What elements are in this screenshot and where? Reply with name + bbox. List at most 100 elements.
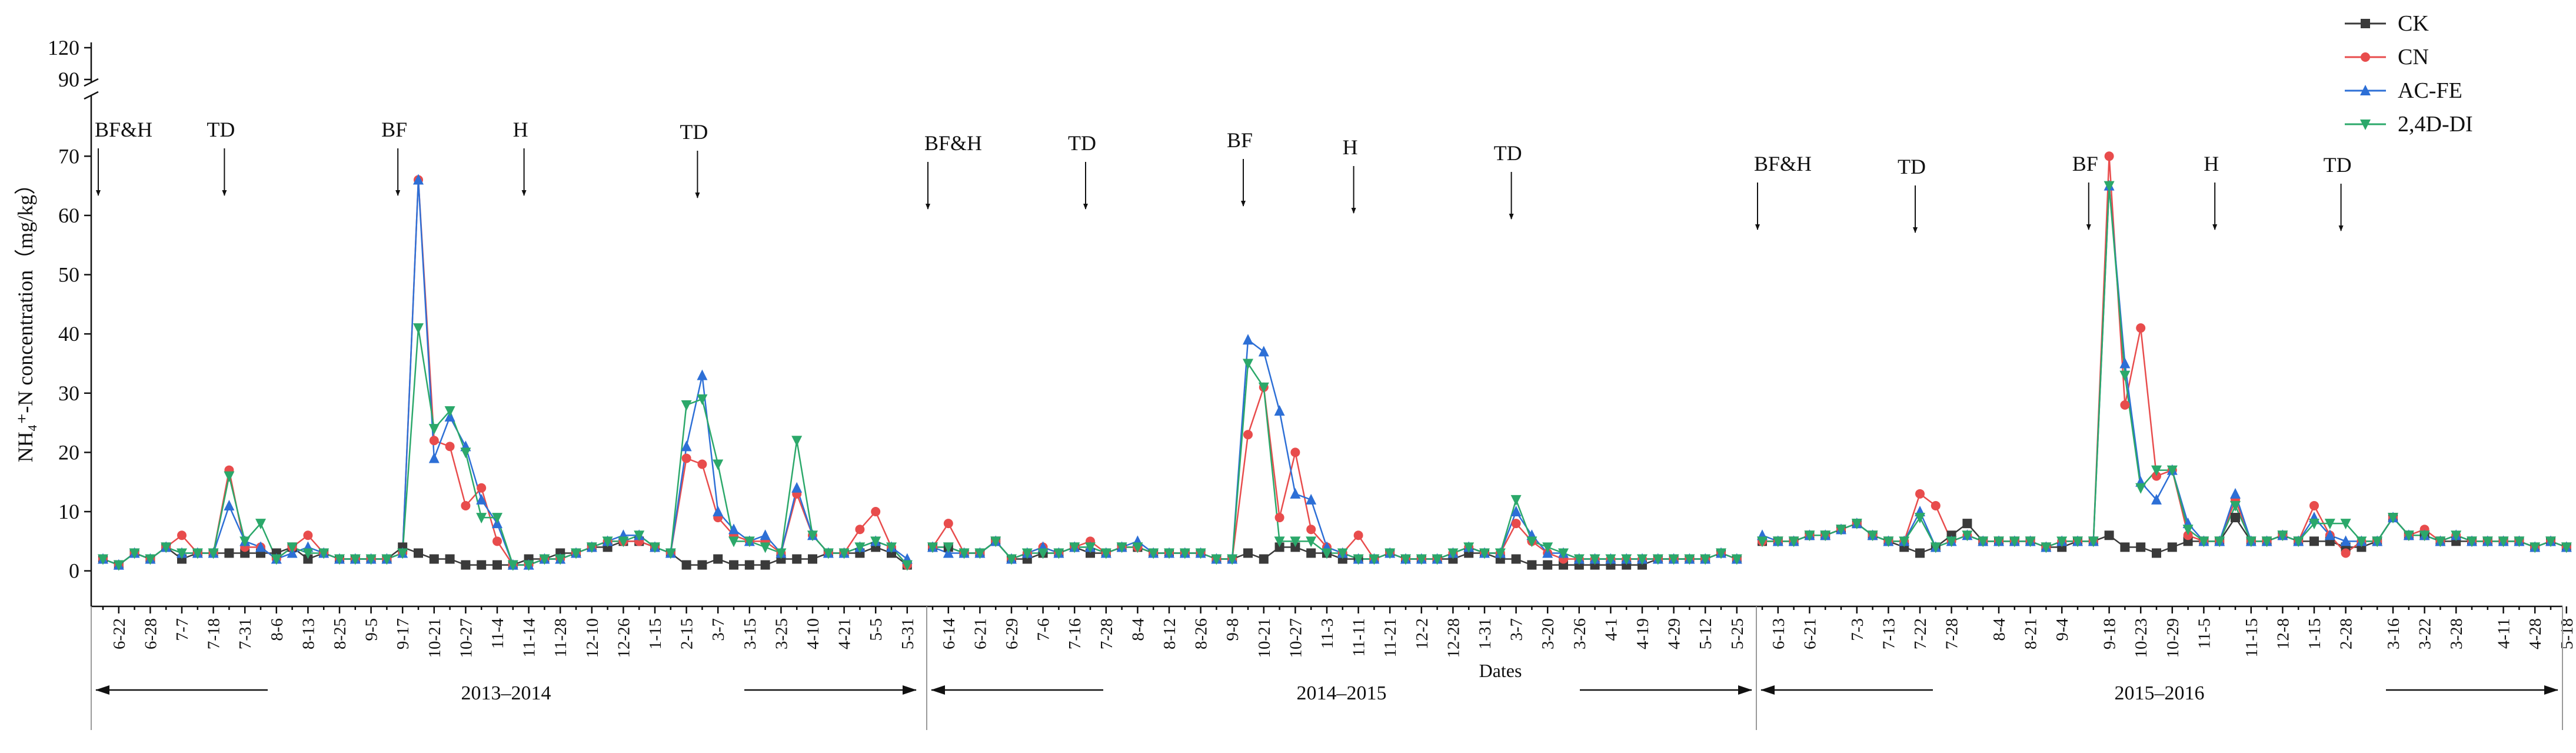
- marker: [1542, 542, 1553, 553]
- marker: [255, 519, 266, 530]
- x-tick-label: 7-3: [1848, 618, 1867, 641]
- marker: [2119, 370, 2131, 382]
- marker: [1684, 554, 1695, 565]
- marker: [2277, 530, 2288, 542]
- annotation: BF&H: [1754, 152, 1812, 175]
- marker: [808, 554, 817, 564]
- marker: [271, 554, 282, 565]
- marker: [397, 548, 408, 559]
- marker: [224, 499, 235, 510]
- marker: [681, 560, 691, 570]
- marker: [334, 554, 345, 565]
- marker: [1510, 495, 1522, 506]
- marker: [98, 554, 108, 565]
- marker: [539, 554, 550, 565]
- marker: [1668, 554, 1679, 565]
- marker: [461, 560, 471, 570]
- marker: [1211, 554, 1222, 565]
- x-tick-label: 7-6: [1034, 618, 1053, 641]
- x-tick-label: 3-7: [709, 618, 728, 641]
- marker: [2309, 500, 2319, 510]
- marker: [1479, 548, 1490, 559]
- marker: [2056, 536, 2068, 548]
- marker: [303, 554, 313, 564]
- marker: [2151, 465, 2162, 476]
- marker: [1930, 542, 1941, 553]
- marker: [224, 548, 234, 558]
- x-tick-label: 1-15: [646, 618, 665, 649]
- x-tick-label: 11-3: [1318, 618, 1337, 649]
- marker: [1306, 548, 1316, 558]
- marker: [1116, 542, 1127, 553]
- marker: [1432, 554, 1443, 565]
- x-tick-label: 7-31: [236, 618, 255, 649]
- marker: [2135, 483, 2146, 494]
- marker: [1978, 536, 1989, 548]
- marker: [2545, 536, 2556, 548]
- marker: [239, 536, 251, 548]
- marker: [429, 554, 439, 564]
- x-tick-label: 8-6: [268, 618, 287, 641]
- marker: [681, 440, 692, 452]
- marker: [476, 493, 487, 505]
- x-tick-label: 4-11: [2495, 618, 2514, 649]
- marker: [224, 471, 235, 482]
- x-tick-label: 10-21: [425, 618, 444, 658]
- marker: [2167, 542, 2177, 552]
- marker: [2214, 536, 2225, 548]
- x-tick-label: 4-29: [1665, 618, 1684, 649]
- marker: [413, 174, 424, 185]
- marker: [1258, 346, 1269, 357]
- marker: [2340, 535, 2351, 546]
- marker: [974, 548, 986, 559]
- x-tick-label: 9-5: [362, 618, 381, 641]
- marker: [665, 548, 676, 559]
- marker: [129, 548, 140, 559]
- marker: [1511, 519, 1521, 529]
- marker: [2561, 542, 2572, 553]
- marker: [1915, 548, 1925, 558]
- x-tick-label: 6-22: [110, 618, 129, 649]
- x-tick-label: 6-28: [141, 618, 160, 649]
- marker: [602, 536, 613, 548]
- x-tick-label: 12-26: [614, 618, 633, 658]
- x-tick-label: 5-25: [1728, 618, 1747, 649]
- marker: [1227, 554, 1238, 565]
- marker: [492, 536, 502, 546]
- marker: [1788, 536, 1799, 548]
- annotation: BF&H: [924, 131, 982, 155]
- marker: [760, 542, 771, 553]
- series-line: [1762, 185, 2567, 548]
- marker: [838, 548, 850, 559]
- marker: [2183, 530, 2193, 540]
- marker: [713, 506, 724, 517]
- legend-marker: [2361, 52, 2370, 62]
- series-line: [102, 327, 908, 566]
- x-tick-label: 4-10: [804, 618, 823, 649]
- marker: [1558, 548, 1569, 559]
- marker: [492, 560, 502, 570]
- marker: [2152, 471, 2161, 481]
- marker: [943, 542, 954, 553]
- marker: [760, 529, 771, 540]
- series-line: [102, 180, 908, 566]
- marker: [2230, 500, 2241, 512]
- marker: [2231, 513, 2240, 523]
- annotation: BF&H: [95, 118, 152, 141]
- marker: [2498, 536, 2509, 548]
- marker: [2435, 536, 2446, 548]
- marker: [445, 442, 455, 452]
- marker: [697, 394, 708, 405]
- marker: [650, 542, 660, 553]
- marker: [760, 560, 770, 570]
- marker: [2467, 536, 2477, 548]
- marker: [1716, 548, 1726, 559]
- marker: [634, 530, 645, 542]
- x-tick-label: 8-4: [1129, 618, 1147, 641]
- x-tick-label: 10-27: [457, 618, 475, 658]
- marker: [2166, 465, 2178, 476]
- marker: [1931, 500, 1941, 510]
- marker: [302, 548, 314, 559]
- marker: [2451, 530, 2462, 542]
